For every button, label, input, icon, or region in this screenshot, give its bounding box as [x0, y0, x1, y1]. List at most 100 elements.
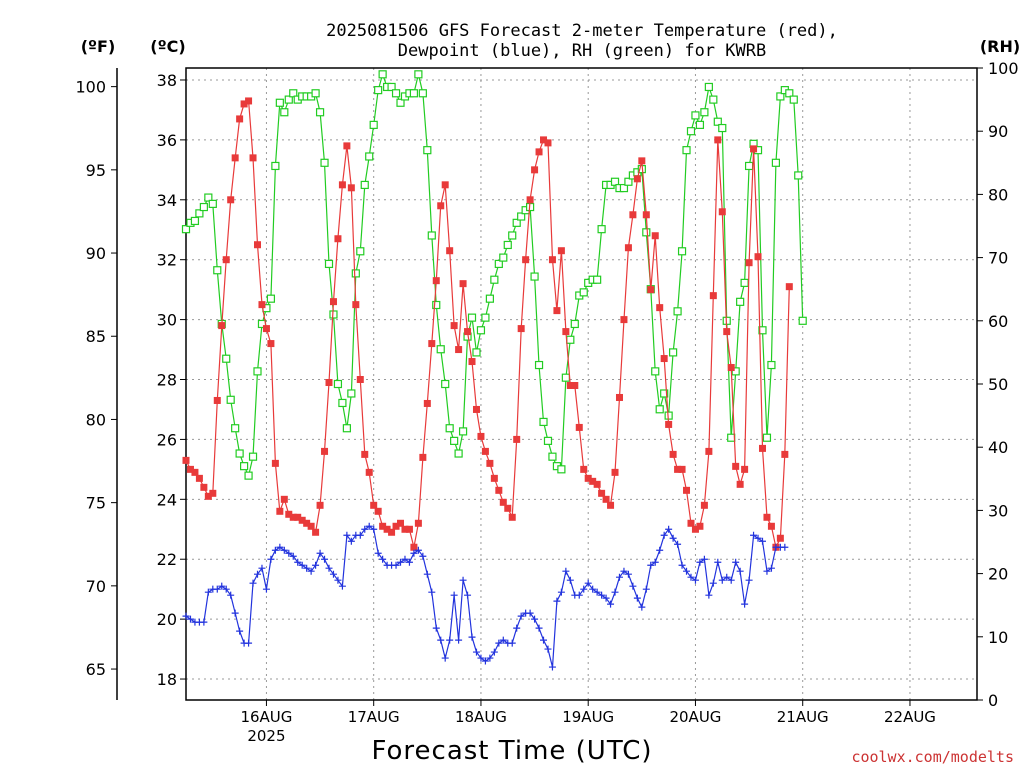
fahrenheit-tick-label: 100: [75, 78, 106, 97]
rh-point: [490, 275, 499, 284]
dewpoint-point: [499, 636, 507, 644]
temperature-point: [620, 316, 628, 324]
rh-point: [289, 89, 298, 98]
temperature-point: [419, 453, 427, 461]
rh-point: [570, 319, 579, 329]
rh-point: [481, 313, 490, 322]
dewpoint-point: [540, 636, 548, 644]
dewpoint-point: [607, 600, 615, 608]
dewpoint-point: [343, 531, 351, 539]
rh-point: [655, 405, 664, 414]
rh-point: [704, 82, 713, 92]
temperature-point: [665, 420, 673, 428]
temperature-point: [481, 447, 489, 455]
rh-point: [414, 70, 423, 79]
dewpoint-point: [629, 582, 637, 590]
x-tick-label: 22AUG: [884, 708, 936, 726]
rh-point: [740, 278, 749, 287]
temperature-point: [441, 181, 449, 189]
temperature-point: [495, 486, 503, 494]
dewpoint-point: [361, 525, 369, 533]
temperature-point: [535, 148, 543, 156]
dewpoint-point: [696, 558, 704, 566]
temperature-point: [191, 468, 199, 476]
temperature-point: [423, 399, 431, 407]
rh-point: [450, 436, 459, 445]
temperature-point: [186, 465, 194, 473]
dewpoint-point: [231, 609, 239, 617]
temperature-point: [589, 477, 597, 485]
dewpoint-point: [566, 576, 574, 584]
temperature-point: [437, 202, 445, 210]
dewpoint-point: [464, 591, 472, 599]
temperature-point: [723, 328, 731, 336]
rh-point: [181, 225, 191, 234]
temperature-point: [575, 423, 583, 431]
temperature-point: [410, 543, 418, 551]
rh-point: [222, 354, 231, 363]
dewpoint-point: [321, 555, 329, 563]
rh-point: [396, 98, 405, 107]
temperature-point: [312, 528, 320, 536]
dewpoint-point: [245, 639, 253, 647]
dewpoint-point: [254, 570, 262, 578]
rh-point: [195, 209, 204, 218]
dewpoint-point: [602, 594, 610, 602]
dewpoint-point: [665, 525, 673, 533]
dewpoint-point: [589, 585, 597, 593]
temperature-point: [209, 489, 217, 497]
rh-point: [727, 433, 736, 442]
temperature-point: [678, 465, 686, 473]
fahrenheit-tick-label: 65: [86, 660, 106, 679]
temperature-point: [249, 154, 257, 162]
celsius-tick-label: 34: [157, 191, 177, 210]
dewpoint-point: [441, 654, 449, 662]
rh-point: [409, 89, 419, 98]
temperature-point: [258, 301, 266, 309]
dewpoint-point: [347, 537, 355, 545]
rh-point: [378, 70, 387, 79]
temperature-point: [593, 480, 601, 488]
rh-point: [713, 117, 722, 126]
temperature-point: [352, 301, 360, 309]
rh-point: [284, 95, 293, 104]
celsius-tick-label: 18: [157, 670, 177, 689]
dewpoint-point: [517, 612, 525, 620]
dewpoint-point: [678, 561, 686, 569]
rh-point: [557, 465, 566, 474]
temperature-point: [674, 465, 682, 473]
temperature-point: [700, 501, 708, 509]
rh-point: [619, 183, 629, 193]
dewpoint-point: [548, 663, 556, 671]
temperature-point: [455, 346, 463, 354]
temperature-point: [262, 325, 270, 333]
dewpoint-point: [732, 558, 740, 566]
dewpoint-point: [401, 555, 409, 563]
dewpoint-point: [374, 549, 382, 557]
temperature-point: [602, 495, 610, 503]
dewpoint-point: [410, 549, 418, 557]
temperature-point: [370, 501, 378, 509]
rh-point: [539, 417, 548, 427]
temperature-point: [222, 256, 230, 264]
temperature-point: [182, 456, 190, 464]
temperature-point: [218, 322, 226, 330]
temperature-point: [227, 196, 235, 204]
dewpoint-point: [472, 648, 480, 656]
temperature-point: [633, 175, 641, 183]
dewpoint-point: [598, 591, 606, 599]
rh-point: [673, 307, 682, 316]
rh-point: [660, 389, 669, 398]
temperature-point: [736, 480, 744, 488]
temperature-point: [629, 211, 637, 219]
rh-point: [785, 89, 794, 98]
dewpoint-point: [718, 576, 726, 584]
temperature-point: [397, 519, 405, 527]
rh-point: [669, 348, 678, 357]
fahrenheit-tick-label: 75: [86, 494, 106, 513]
rh-point: [476, 326, 486, 335]
dewpoint-point: [289, 552, 297, 560]
dewpoint-point: [651, 558, 659, 566]
rh-point: [642, 228, 651, 237]
